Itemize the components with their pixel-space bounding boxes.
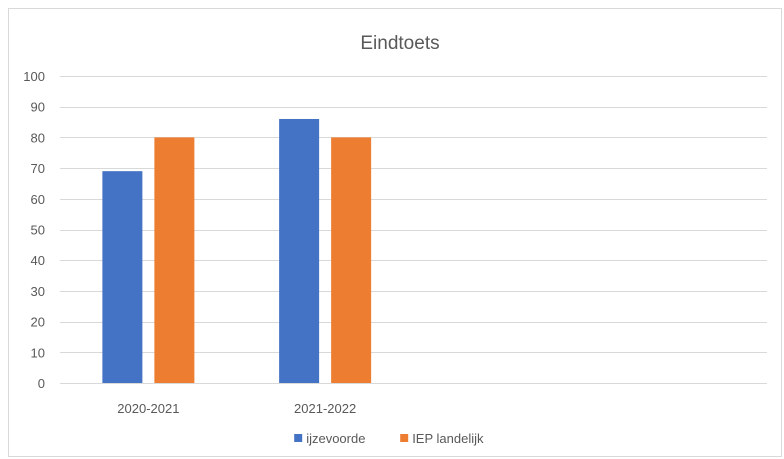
y-tick-label: 70	[31, 161, 45, 176]
y-tick-label: 30	[31, 284, 45, 299]
bar-iep-landelijk-0	[154, 137, 195, 383]
x-tick-label: 2020-2021	[117, 401, 179, 416]
y-tick-label: 60	[31, 192, 45, 207]
chart-title: Eindtoets	[360, 33, 439, 54]
legend: ijzevoorde IEP landelijk	[294, 431, 484, 446]
x-tick-label: 2021-2022	[294, 401, 356, 416]
legend-label: ijzevoorde	[306, 431, 365, 446]
bar-iep-landelijk-1	[331, 137, 372, 383]
y-tick-label: 90	[31, 100, 45, 115]
x-axis-tick-labels: 2020-2021 2021-2022	[117, 401, 356, 416]
bar-ijzevoorde-1	[279, 118, 320, 383]
y-tick-label: 0	[38, 376, 45, 391]
y-tick-label: 10	[31, 345, 45, 360]
y-tick-label: 80	[31, 130, 45, 145]
bar-ijzevoorde-0	[102, 171, 143, 383]
bars	[102, 118, 372, 383]
y-tick-label: 20	[31, 315, 45, 330]
legend-swatch	[400, 434, 409, 442]
y-axis-tick-labels: 0 10 20 30 40 50 60 70 80 90 100	[23, 69, 45, 391]
legend-swatch	[294, 434, 303, 442]
legend-label: IEP landelijk	[412, 431, 484, 446]
y-tick-label: 50	[31, 223, 45, 238]
y-tick-label: 40	[31, 253, 45, 268]
y-tick-label: 100	[23, 69, 45, 84]
